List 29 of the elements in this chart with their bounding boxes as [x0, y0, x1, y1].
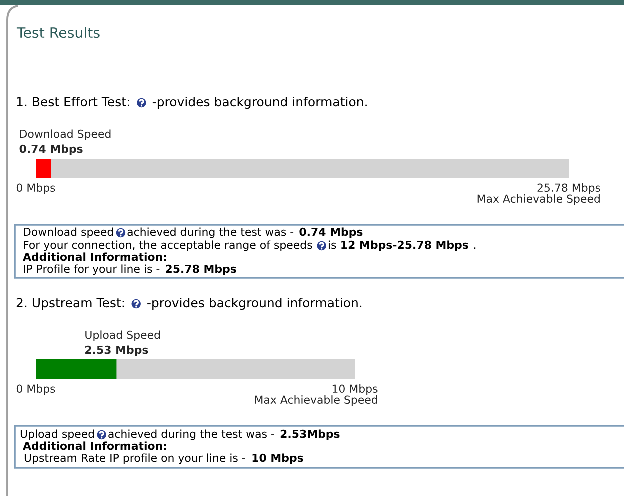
text: For your connection, the acceptable range of speeds [24, 240, 312, 252]
text: Additional Information: [23, 252, 166, 262]
text: achieved during the test was - [108, 430, 274, 440]
text: is [328, 240, 336, 250]
chart-title: 1. Best Effort Test: [17, 96, 130, 107]
text: 0.74 Mbps [300, 228, 363, 238]
x-axis-title: Max Achievable Speed [478, 194, 600, 206]
x-tick-label: 0 Mbps [16, 384, 56, 396]
text: Upload speed [20, 430, 94, 440]
x-tick-label: 0 Mbps [16, 184, 56, 194]
text: . [474, 248, 476, 250]
text: 12 Mbps-25.78 Mbps [342, 240, 468, 252]
text: Download speed [24, 228, 114, 238]
y-tick-label: Upload Speed [86, 330, 160, 342]
text: achieved during the test was - [128, 228, 294, 238]
text: 25.78 Mbps [166, 264, 236, 276]
text: 10 Mbps [252, 454, 304, 464]
chart-title: 2. Upstream Test: [16, 298, 124, 310]
chart-subtitle: -provides background information. [148, 298, 362, 310]
text: 2.53Mbps [280, 430, 340, 440]
y-tick-label: Download Speed [20, 130, 111, 140]
text: Upstream Rate IP profile on your line is - [24, 454, 246, 464]
text: Additional Information: [23, 442, 166, 450]
text: Test Results [16, 27, 100, 38]
x-axis-title: Max Achievable Speed [255, 396, 378, 406]
data-label: 0.74 Mbps [20, 144, 83, 156]
text: IP Profile for your line is - [24, 264, 160, 276]
chart-subtitle: -provides background information. [152, 96, 367, 110]
data-label: 2.53 Mbps [86, 346, 148, 356]
